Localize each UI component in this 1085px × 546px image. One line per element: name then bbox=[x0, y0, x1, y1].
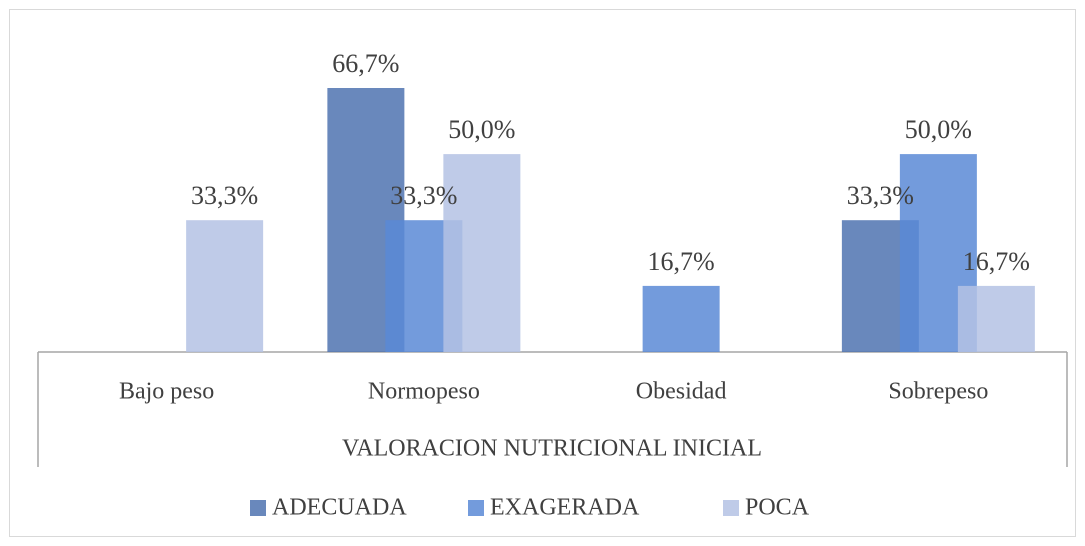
x-tick-label: Obesidad bbox=[636, 379, 727, 405]
legend-swatch bbox=[468, 500, 484, 516]
bar bbox=[186, 220, 264, 352]
data-label: 16,7% bbox=[963, 247, 1030, 276]
data-label: 50,0% bbox=[905, 115, 972, 144]
legend-label: POCA bbox=[745, 495, 810, 521]
bar bbox=[642, 285, 720, 352]
x-tick-label: Sobrepeso bbox=[888, 379, 988, 405]
data-label: 33,3% bbox=[191, 181, 258, 210]
x-tick-label: Bajo peso bbox=[119, 379, 214, 405]
data-label: 33,3% bbox=[390, 181, 457, 210]
bar bbox=[957, 285, 1035, 352]
bar bbox=[443, 154, 521, 352]
data-label: 66,7% bbox=[332, 49, 399, 78]
data-label: 33,3% bbox=[847, 181, 914, 210]
data-label: 16,7% bbox=[648, 247, 715, 276]
legend-swatch bbox=[250, 500, 266, 516]
data-label: 50,0% bbox=[448, 115, 515, 144]
legend-swatch bbox=[723, 500, 739, 516]
legend-label: EXAGERADA bbox=[490, 495, 640, 521]
legend-label: ADECUADA bbox=[272, 495, 407, 521]
x-axis-title: VALORACION NUTRICIONAL INICIAL bbox=[342, 436, 762, 462]
x-tick-label: Normopeso bbox=[368, 379, 480, 405]
